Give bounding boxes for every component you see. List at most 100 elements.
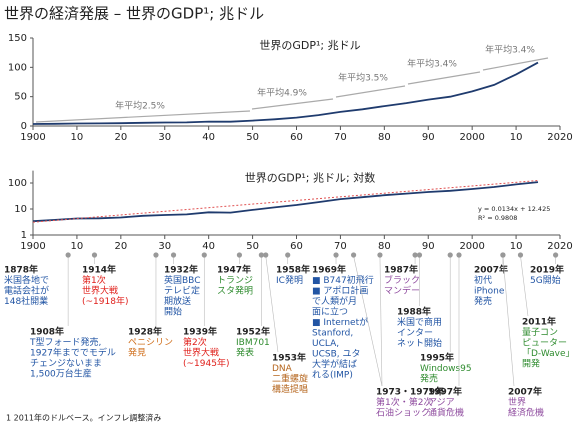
event-text: ペニシリン	[128, 338, 173, 348]
connector	[379, 255, 383, 387]
event-dot	[170, 252, 177, 258]
event-dot	[377, 252, 383, 258]
event-text: インター	[397, 328, 433, 339]
event-text: (~1918年)	[82, 295, 128, 307]
event-dot	[517, 252, 524, 258]
event-text: ブラック	[384, 274, 420, 286]
event-year: 1953年	[272, 352, 306, 364]
event-year: 1997年	[428, 386, 462, 398]
event-year: 1947年	[217, 264, 251, 276]
event-text: 1,500万台生産	[30, 368, 92, 380]
event-year: 1928年	[128, 326, 162, 338]
event-text: 5G開始	[530, 274, 561, 286]
event-text: 二重螺旋	[272, 373, 308, 385]
trend-equation: y = 0.0134x + 12.425	[478, 205, 550, 213]
event-year: 1932年	[164, 264, 198, 276]
y-tick-label: 1	[21, 230, 27, 241]
x-tick-label: 50	[246, 132, 259, 143]
x-tick-label: 60	[290, 132, 303, 143]
event-text: 英国BBC	[164, 274, 200, 286]
trend-arrow	[482, 57, 549, 71]
event-text: Windows95	[420, 364, 472, 374]
event-year: 1988年	[397, 306, 431, 318]
event-text: Stanford,	[312, 329, 353, 339]
event-text: 初代	[474, 274, 492, 286]
event-dot	[263, 252, 269, 258]
x-tick-label: 10	[71, 132, 84, 143]
event-text: 電話会社が	[4, 285, 49, 297]
x-tick-label: 20	[114, 241, 127, 252]
x-tick-label: 70	[334, 241, 347, 252]
event-year: 1908年	[30, 326, 64, 338]
event-text: T型フォード発売,	[29, 336, 101, 348]
x-tick-label: 90	[422, 132, 435, 143]
x-tick-label: 1900	[20, 132, 45, 143]
trend-arrow	[407, 71, 481, 85]
event-dot	[258, 252, 264, 258]
connector	[502, 255, 515, 387]
x-tick-label: 60	[290, 241, 303, 252]
event-text: (~1945年)	[183, 357, 229, 369]
event-text: 発表	[236, 347, 254, 359]
event-text: 148社開業	[4, 295, 48, 307]
growth-annotation: 年平均4.9%	[257, 87, 307, 99]
event-year: 1987年	[384, 264, 418, 276]
event-text: 世界大戦	[82, 285, 118, 297]
y-tick-label: 0	[21, 121, 27, 132]
x-tick-label: 30	[158, 132, 171, 143]
x-tick-label: 2000	[459, 241, 484, 252]
event-dot	[447, 252, 453, 258]
event-text: 第1次・第2次	[376, 396, 432, 408]
event-text: UCSB, ユタ	[312, 349, 360, 360]
growth-annotation: 年平均3.4%	[485, 44, 535, 56]
growth-annotation: 年平均2.5%	[115, 100, 165, 112]
event-dot	[153, 252, 159, 258]
series-line	[32, 181, 539, 223]
event-text: マンデー	[384, 285, 420, 297]
x-tick-label: 30	[158, 241, 171, 252]
event-text: 経済危機	[508, 407, 544, 419]
series-line	[32, 61, 539, 125]
event-dot	[456, 252, 462, 258]
event-text: ■ アポロ計画	[312, 285, 368, 297]
event-text: 石油ショック	[376, 407, 430, 419]
event-text: IC発明	[276, 274, 303, 286]
x-tick-label: 2020	[547, 132, 572, 143]
event-text: 世界	[508, 396, 526, 408]
event-year: 1958年	[276, 264, 310, 276]
event-year: 2011年	[522, 316, 556, 328]
footnote: 1 2011年のドルベース。インフレ調整済み	[6, 413, 161, 423]
event-text: 発売	[474, 295, 492, 307]
event-dot	[91, 252, 98, 258]
event-dot	[333, 252, 339, 258]
event-text: ピューター	[522, 338, 567, 349]
event-dot	[285, 252, 291, 258]
event-dot	[201, 252, 207, 258]
event-dot	[350, 252, 357, 258]
x-tick-label: 40	[202, 241, 215, 252]
x-tick-label: 90	[422, 241, 435, 252]
connector	[265, 255, 279, 353]
event-text: 米国各地で	[4, 274, 49, 286]
event-year: 1952年	[236, 326, 270, 338]
event-dot	[236, 252, 243, 258]
connector	[353, 255, 383, 387]
connector	[520, 255, 529, 317]
event-text: チェンジないまま	[30, 358, 102, 369]
event-text: 期放送	[164, 295, 191, 307]
x-tick-label: 10	[71, 241, 84, 252]
series-line	[32, 180, 539, 223]
growth-annotation: 年平均3.4%	[407, 58, 457, 70]
event-year: 1878年	[4, 264, 38, 276]
event-text: で人類が月	[312, 295, 357, 307]
x-tick-label: 80	[378, 241, 391, 252]
event-dot	[412, 252, 418, 258]
event-dot	[65, 252, 71, 258]
x-tick-label: 40	[202, 132, 215, 143]
event-text: 面に立つ	[312, 306, 348, 318]
x-tick-label: 10	[510, 241, 523, 252]
event-text: 量子コン	[522, 327, 558, 338]
event-text: DNA	[272, 364, 293, 374]
event-year: 2007年	[474, 264, 508, 276]
growth-annotation: 年平均3.5%	[338, 72, 388, 84]
